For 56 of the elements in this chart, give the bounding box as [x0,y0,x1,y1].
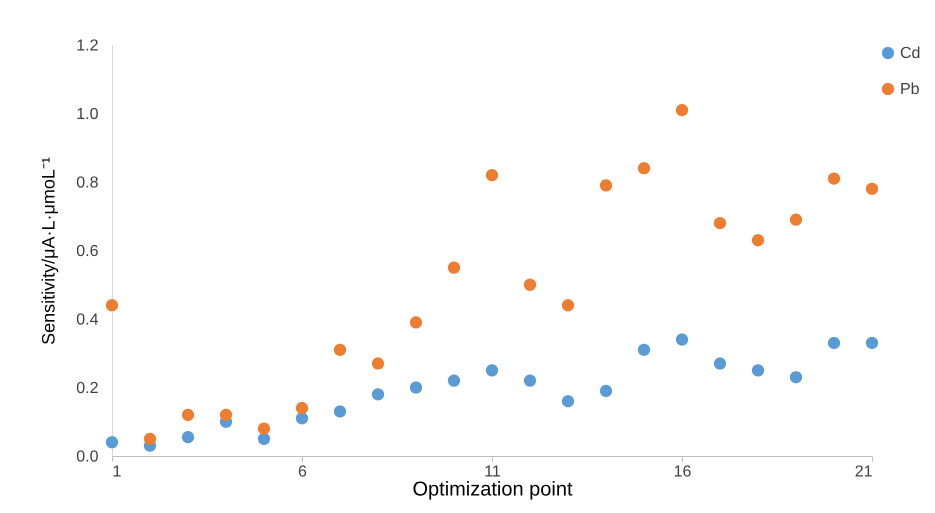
point [790,371,802,384]
point [486,169,498,182]
y-tick-label: 0.4 [76,312,99,328]
x-tick-label: 21 [854,464,873,480]
point [296,402,308,414]
x-tick-label: 16 [674,464,692,480]
point [182,431,194,444]
point [866,336,878,350]
x-tick-label: 6 [298,464,308,480]
point [676,333,688,346]
point [600,384,612,398]
point [828,172,840,185]
x-tick-label: 11 [484,464,501,480]
point [562,299,574,312]
x-axis-title: Optimization point [412,478,573,500]
y-tick-label: 0.2 [76,380,99,397]
y-tick-label: 0.0 [76,448,99,466]
point [752,364,764,376]
point [372,388,384,400]
y-tick-label: 1.2 [76,38,99,54]
point [182,408,194,422]
point [448,374,460,387]
legend-label: Pb [900,81,920,98]
point [790,214,802,226]
point [676,104,688,116]
point [258,432,270,445]
point [524,278,536,291]
point [334,344,346,356]
y-tick-label: 0.6 [76,243,99,260]
point [296,412,308,424]
point [752,234,764,246]
point [410,316,422,329]
y-axis-title: Sensitivity/μA·L·μmoL⁻¹ [38,157,58,345]
y-tick-label: 1.0 [76,106,99,123]
point [524,374,536,387]
point [448,262,460,274]
point [638,344,650,356]
point [106,436,118,448]
point [562,395,574,408]
point [714,357,726,370]
y-tick-label: 0.8 [76,174,99,192]
point [714,216,726,230]
point [258,422,270,435]
legend-label: Cd [900,45,920,62]
point [372,357,384,370]
point [220,408,232,422]
point [638,162,650,174]
point [828,336,840,350]
point [600,179,612,192]
point [410,381,422,394]
point [106,299,118,312]
point [144,432,156,445]
point [486,364,498,376]
point [334,405,346,418]
point [866,182,878,195]
x-tick-label: 1 [112,464,122,480]
